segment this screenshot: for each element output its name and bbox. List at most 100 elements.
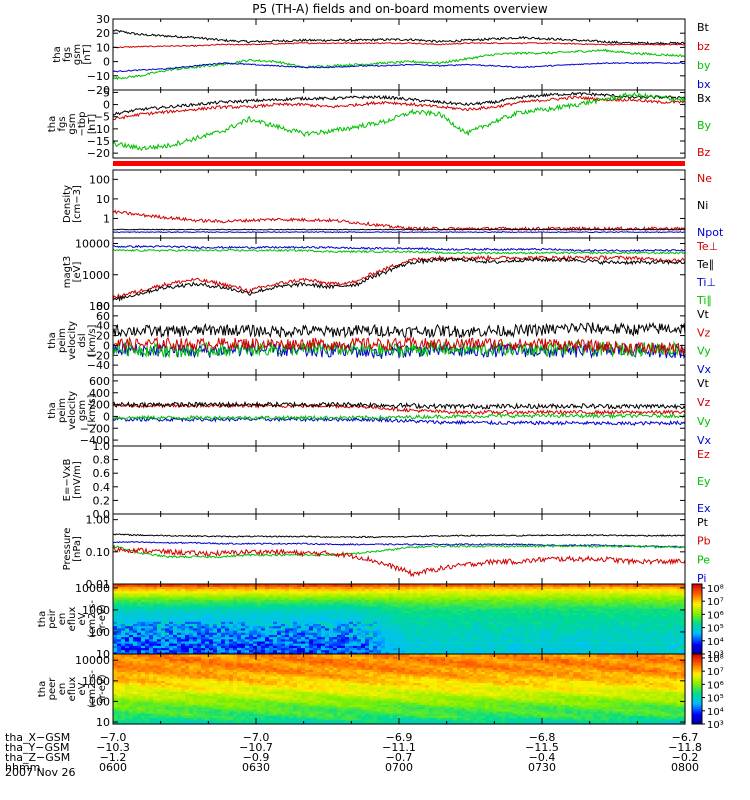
heatmap-cell xyxy=(629,592,634,596)
heatmap-cell xyxy=(561,588,566,592)
heatmap-cell xyxy=(409,627,414,631)
heatmap-cell xyxy=(165,636,170,640)
heatmap-cell xyxy=(385,636,390,640)
heatmap-cell xyxy=(133,612,138,616)
heatmap-cell xyxy=(125,651,130,655)
heatmap-cell xyxy=(497,627,502,631)
heatmap-cell xyxy=(525,651,530,655)
heatmap-cell xyxy=(297,621,302,624)
heatmap-cell xyxy=(273,603,278,607)
heatmap-cell xyxy=(221,627,226,631)
heatmap-cell xyxy=(377,608,382,611)
heatmap-cell xyxy=(237,588,242,592)
heatmap-cell xyxy=(625,645,630,649)
heatmap-cell xyxy=(189,594,194,598)
heatmap-cell xyxy=(341,634,346,638)
heatmap-cell xyxy=(545,599,550,603)
heatmap-cell xyxy=(173,597,178,600)
heatmap-cell xyxy=(533,625,538,629)
heatmap-cell xyxy=(577,645,582,649)
heatmap-cell xyxy=(153,616,158,620)
heatmap-cell xyxy=(289,592,294,596)
heatmap-cell xyxy=(581,619,586,622)
heatmap-cell xyxy=(229,643,234,646)
heatmap-cell xyxy=(617,584,622,587)
heatmap-cell xyxy=(665,651,670,655)
heatmap-cell xyxy=(329,621,334,624)
heatmap-cell xyxy=(577,612,582,616)
heatmap-cell xyxy=(269,636,274,640)
y-tick-label: 0.8 xyxy=(93,454,111,467)
heatmap-cell xyxy=(549,619,554,622)
heatmap-cell xyxy=(585,643,590,646)
heatmap-cell xyxy=(193,629,198,633)
heatmap-cell xyxy=(241,621,246,624)
heatmap-cell xyxy=(573,621,578,624)
heatmap-cell xyxy=(257,612,262,616)
heatmap-cell xyxy=(357,588,362,592)
heatmap-cell xyxy=(153,608,158,611)
heatmap-cell xyxy=(517,634,522,638)
heatmap-cell xyxy=(309,584,314,587)
heatmap-cell xyxy=(389,629,394,633)
heatmap-cell xyxy=(405,614,410,618)
heatmap-cell xyxy=(425,608,430,611)
heatmap-cell xyxy=(585,636,590,640)
heatmap-cell xyxy=(489,608,494,611)
heatmap-cell xyxy=(489,625,494,629)
heatmap-cell xyxy=(289,590,294,594)
y-tick-label: 100 xyxy=(89,173,110,186)
heatmap-cell xyxy=(205,588,210,592)
heatmap-cell xyxy=(237,594,242,598)
heatmap-cell xyxy=(149,605,154,609)
heatmap-cell xyxy=(421,601,426,605)
heatmap-cell xyxy=(677,625,682,629)
heatmap-cell xyxy=(157,616,162,620)
heatmap-cell xyxy=(637,586,642,589)
y-tick-label: 1000 xyxy=(82,269,110,282)
heatmap-cell xyxy=(493,636,498,640)
heatmap-cell xyxy=(565,588,570,592)
heatmap-cell xyxy=(597,597,602,600)
heatmap-cell xyxy=(297,645,302,649)
heatmap-cell xyxy=(285,651,290,655)
heatmap-cell xyxy=(545,636,550,640)
heatmap-cell xyxy=(525,632,530,635)
heatmap-cell xyxy=(157,588,162,592)
heatmap-cell xyxy=(461,619,466,622)
heatmap-cell xyxy=(273,638,278,642)
heatmap-cell xyxy=(465,610,470,614)
heatmap-cell xyxy=(313,645,318,649)
heatmap-cell xyxy=(265,616,270,620)
heatmap-cell xyxy=(409,619,414,622)
heatmap-cell xyxy=(193,588,198,592)
heatmap-cell xyxy=(505,636,510,640)
heatmap-cell xyxy=(257,623,262,627)
heatmap-cell xyxy=(669,632,674,635)
heatmap-cell xyxy=(533,612,538,616)
heatmap-cell xyxy=(601,601,606,605)
heatmap-cell xyxy=(629,612,634,616)
y-axis-label: fgs xyxy=(62,47,73,62)
heatmap-cell xyxy=(661,632,666,635)
heatmap-cell xyxy=(317,608,322,611)
heatmap-cell xyxy=(133,643,138,646)
heatmap-cell xyxy=(273,649,278,653)
heatmap-cell xyxy=(433,621,438,624)
heatmap-cell xyxy=(573,584,578,587)
heatmap-cell xyxy=(589,625,594,629)
heatmap-cell xyxy=(661,640,666,644)
heatmap-cell xyxy=(221,608,226,611)
heatmap-cell xyxy=(657,588,662,592)
heatmap-cell xyxy=(297,610,302,614)
heatmap-cell xyxy=(413,627,418,631)
heatmap-cell xyxy=(257,610,262,614)
heatmap-cell xyxy=(233,603,238,607)
heatmap-cell xyxy=(129,634,134,638)
heatmap-cell xyxy=(669,590,674,594)
heatmap-cell xyxy=(241,649,246,653)
heatmap-cell xyxy=(225,647,230,651)
heatmap-cell xyxy=(337,592,342,596)
heatmap-cell xyxy=(681,643,686,646)
heatmap-cell xyxy=(629,634,634,638)
